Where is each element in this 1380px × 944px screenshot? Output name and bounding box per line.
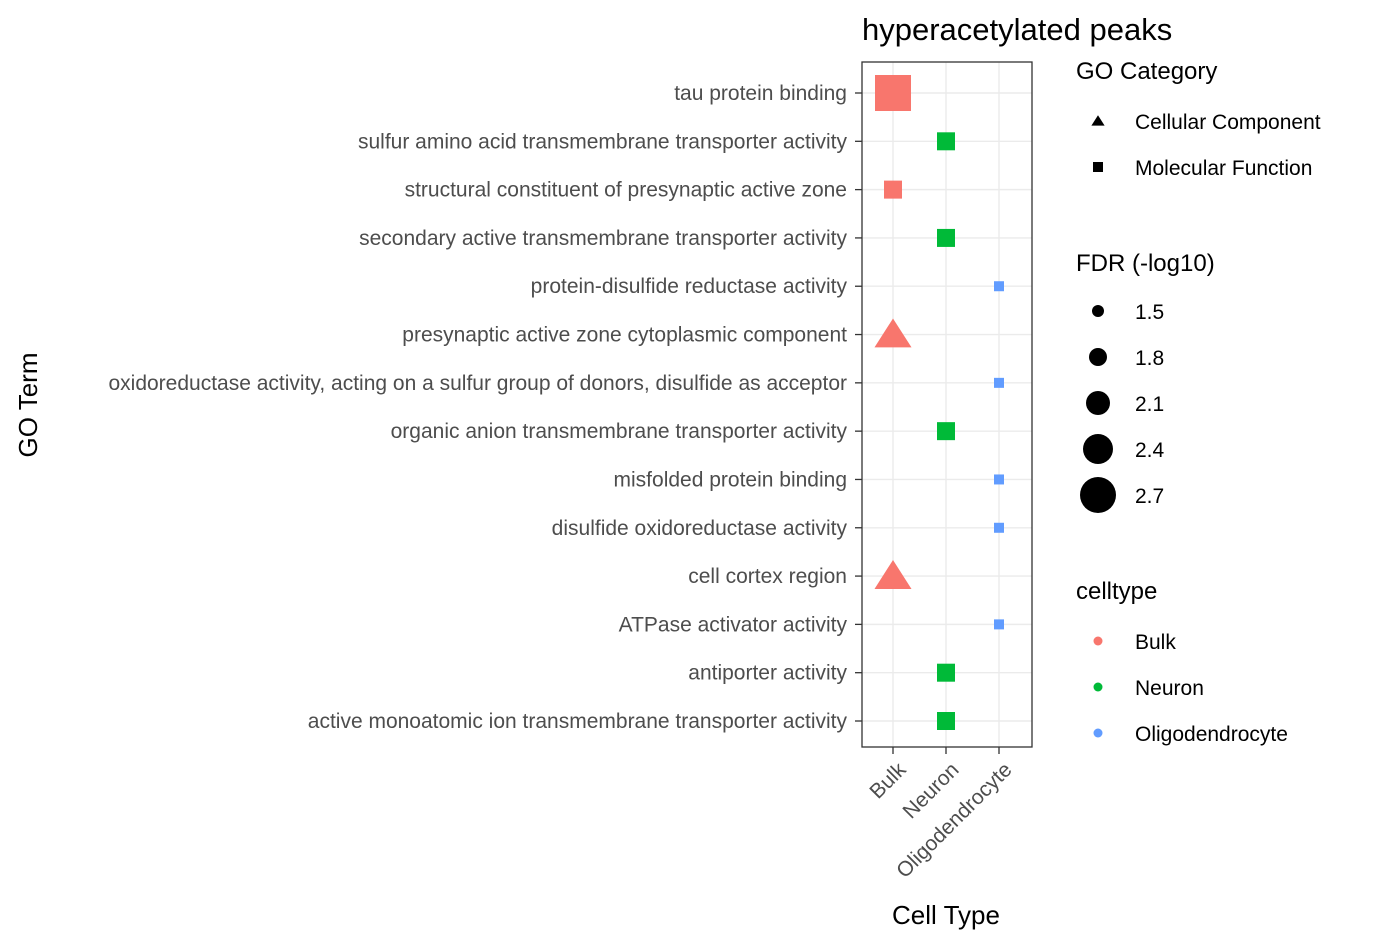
y-tick-label: oxidoreductase activity, acting on a sul… xyxy=(108,372,847,395)
legend-label: Cellular Component xyxy=(1135,111,1321,134)
data-point xyxy=(874,318,912,348)
legend-label: Molecular Function xyxy=(1135,157,1312,180)
legend-label: 2.4 xyxy=(1135,439,1165,462)
y-axis-ticks: tau protein binding sulfur amino acid tra… xyxy=(108,82,862,733)
y-tick-label: presynaptic active zone cytoplasmic comp… xyxy=(402,324,847,347)
data-point xyxy=(937,712,955,730)
panel-background xyxy=(862,62,1032,747)
legend-label: 1.8 xyxy=(1135,347,1164,370)
legend-key-molecular-function xyxy=(1093,162,1103,172)
y-tick-label: structural constituent of presynaptic ac… xyxy=(405,179,847,202)
y-tick-label: ATPase activator activity xyxy=(619,613,848,636)
grid-lines xyxy=(862,62,1032,747)
legend-label: Bulk xyxy=(1135,631,1176,654)
data-point xyxy=(994,474,1004,485)
legend-celltype: celltype Bulk Neuron Oligodendrocyte xyxy=(1076,578,1288,746)
data-point xyxy=(875,75,911,111)
data-point xyxy=(994,281,1004,292)
y-tick-label: antiporter activity xyxy=(688,662,847,685)
x-tick-label-bulk: Bulk xyxy=(865,758,911,804)
legend-key-size xyxy=(1089,348,1107,366)
legend-key-cellular-component xyxy=(1091,115,1105,126)
y-tick-label: sulfur amino acid transmembrane transpor… xyxy=(358,130,848,153)
data-point xyxy=(937,132,955,151)
y-tick-label: disulfide oxidoreductase activity xyxy=(552,517,848,540)
data-point xyxy=(994,377,1004,388)
y-tick-label: misfolded protein binding xyxy=(614,468,847,491)
legend-fdr: FDR (-log10) 1.5 1.8 2.1 2.4 2.7 xyxy=(1076,250,1215,513)
panel-border xyxy=(861,61,1033,748)
legend-label: 2.1 xyxy=(1135,393,1164,416)
legend-label: 2.7 xyxy=(1135,485,1164,508)
data-points xyxy=(874,75,1004,730)
legend-key-size xyxy=(1092,305,1104,317)
y-tick-label: active monoatomic ion transmembrane tran… xyxy=(308,710,848,733)
legend-key-size xyxy=(1086,391,1110,415)
data-point xyxy=(937,663,955,682)
legend-go-category: GO Category Cellular Component Molecular … xyxy=(1076,58,1321,180)
legend-key-oligodendrocyte xyxy=(1093,728,1103,738)
legend-key-neuron xyxy=(1093,682,1103,692)
legend-key-bulk xyxy=(1093,636,1103,646)
data-point xyxy=(937,228,955,247)
legend-label: Oligodendrocyte xyxy=(1135,723,1288,746)
data-point xyxy=(994,522,1004,533)
legend-title-fdr: FDR (-log10) xyxy=(1076,250,1215,277)
y-tick-label: protein-disulfide reductase activity xyxy=(531,275,848,298)
data-point xyxy=(994,619,1004,630)
y-axis-title: GO Term xyxy=(13,353,43,458)
data-point xyxy=(937,422,955,441)
y-tick-label: cell cortex region xyxy=(688,565,847,588)
x-axis-title: Cell Type xyxy=(892,900,1000,930)
legend-key-size xyxy=(1080,477,1116,513)
y-tick-label: secondary active transmembrane transport… xyxy=(359,227,847,250)
legend-label: 1.5 xyxy=(1135,301,1164,324)
data-point xyxy=(874,559,912,589)
y-tick-label: tau protein binding xyxy=(674,82,847,105)
legend-key-size xyxy=(1083,434,1113,464)
legend-title-celltype: celltype xyxy=(1076,578,1157,605)
chart-title: hyperacetylated peaks xyxy=(862,12,1172,47)
y-tick-label: organic anion transmembrane transporter … xyxy=(391,420,848,443)
data-point xyxy=(884,180,902,199)
legend-title-go-category: GO Category xyxy=(1076,58,1217,85)
legend-label: Neuron xyxy=(1135,677,1204,700)
